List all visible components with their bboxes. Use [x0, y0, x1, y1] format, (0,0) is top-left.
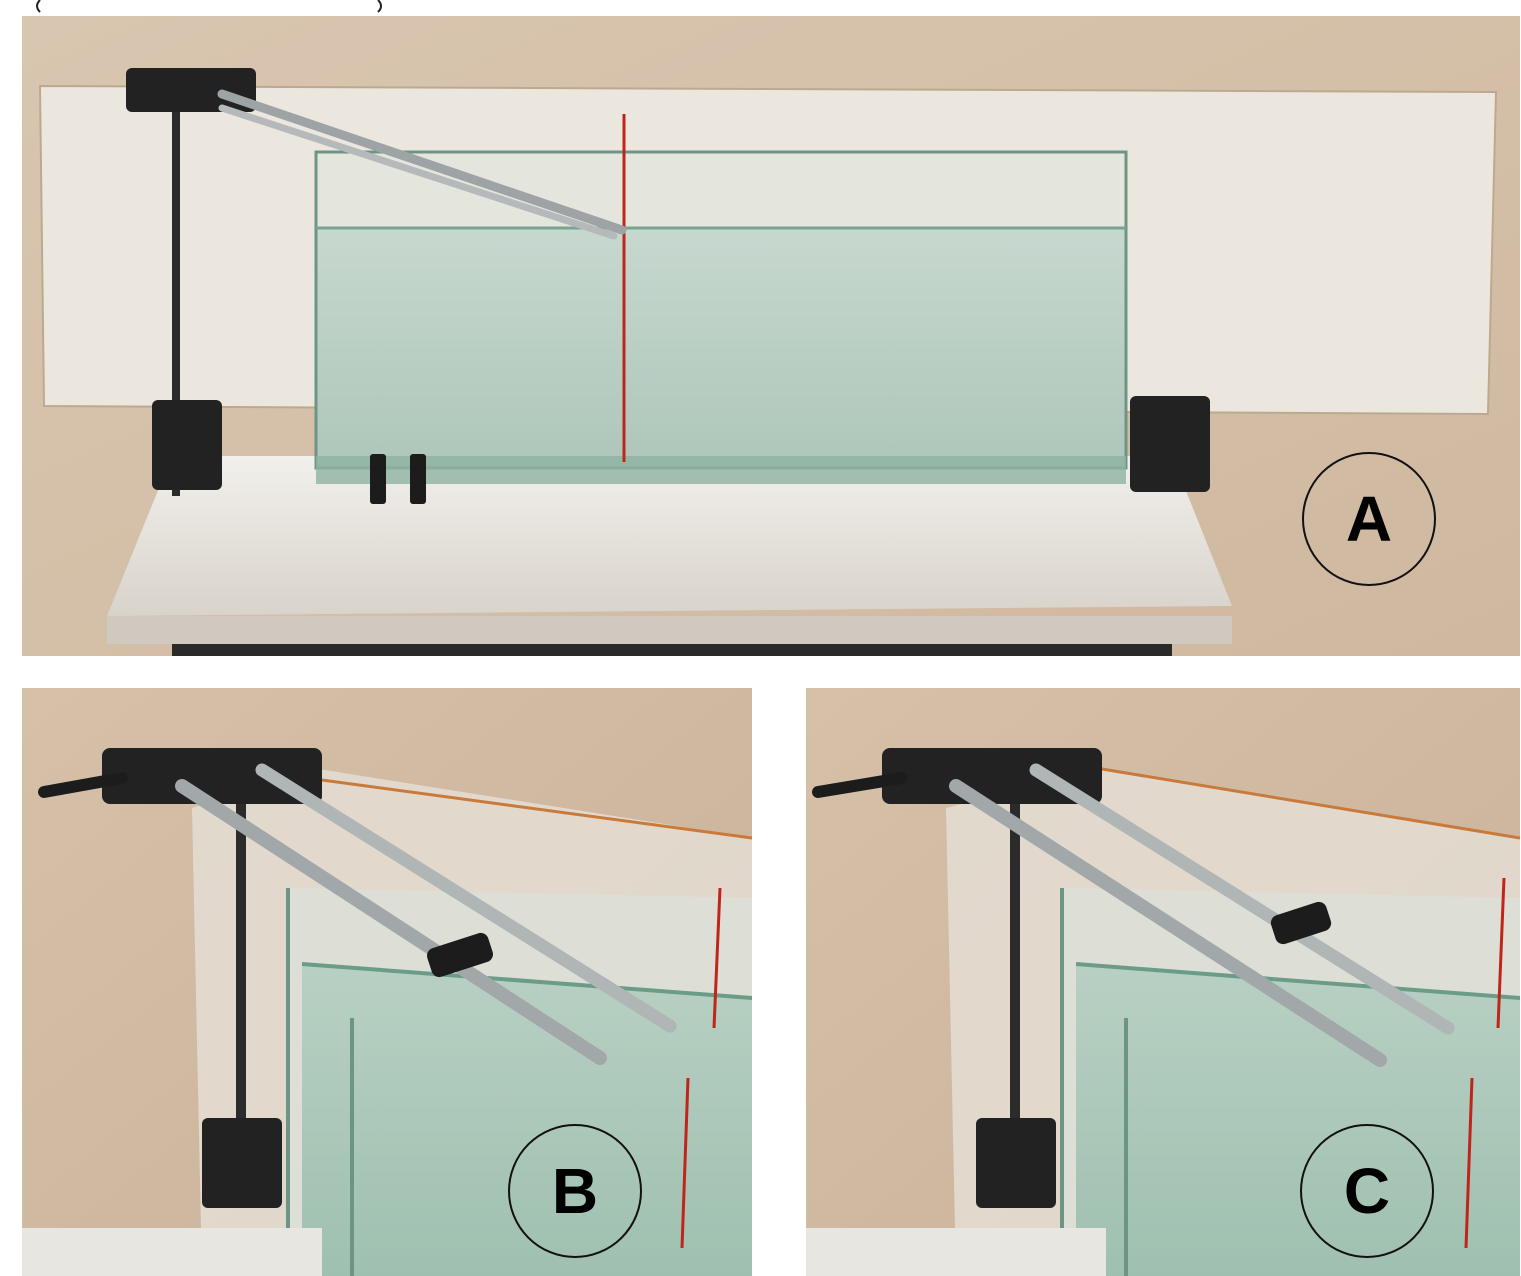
cropped-text-fragment [36, 0, 382, 13]
red-reference-line-bottom [1464, 1077, 1474, 1249]
photo-a-scene [22, 16, 1520, 656]
panel-label-c: C [1300, 1124, 1434, 1258]
red-reference-line-bottom [680, 1077, 690, 1249]
cylinder-weight-1 [370, 454, 386, 504]
red-reference-line-top [712, 887, 722, 1029]
rod-1 [217, 89, 627, 235]
rod-2 [1029, 763, 1455, 1035]
board-edge [321, 778, 752, 840]
table-top [806, 1228, 1106, 1276]
top-clamp [882, 748, 1102, 804]
table-top [107, 456, 1232, 616]
bottom-clamp [976, 1118, 1056, 1208]
table-base [172, 644, 1172, 656]
bottom-clamp [202, 1118, 282, 1208]
aquarium-base [316, 456, 1126, 484]
top-clamp [102, 748, 322, 804]
rod-2 [218, 104, 618, 240]
board-edge [1095, 766, 1520, 840]
slider-block [1270, 901, 1332, 945]
top-crop-strip [0, 0, 1521, 16]
red-reference-line-top [1496, 877, 1506, 1029]
panel-label-a: A [1302, 452, 1436, 586]
bottom-clamp-left [152, 400, 222, 490]
stand-rod [236, 768, 246, 1148]
table-edge [107, 616, 1232, 644]
rod-2 [255, 763, 677, 1033]
rod-1 [949, 779, 1387, 1067]
bottom-clamp-right [1130, 396, 1210, 492]
slider-block [427, 932, 493, 978]
cylinder-weight-2 [410, 454, 426, 504]
top-clamp [126, 68, 256, 112]
table-top [22, 1228, 322, 1276]
photo-panel-a [22, 16, 1520, 656]
photo-panel-b [22, 688, 752, 1276]
stand-rod [172, 96, 180, 496]
water-surface [301, 962, 752, 1000]
panel-label-b: B [508, 1124, 642, 1258]
clamp-handle [38, 772, 128, 798]
water-surface [1075, 962, 1520, 1000]
photo-b-scene [22, 688, 752, 1276]
stand-rod [1010, 768, 1020, 1148]
aquarium-water [316, 228, 1126, 468]
rod-1 [175, 779, 607, 1065]
clamp-handle [812, 772, 908, 798]
